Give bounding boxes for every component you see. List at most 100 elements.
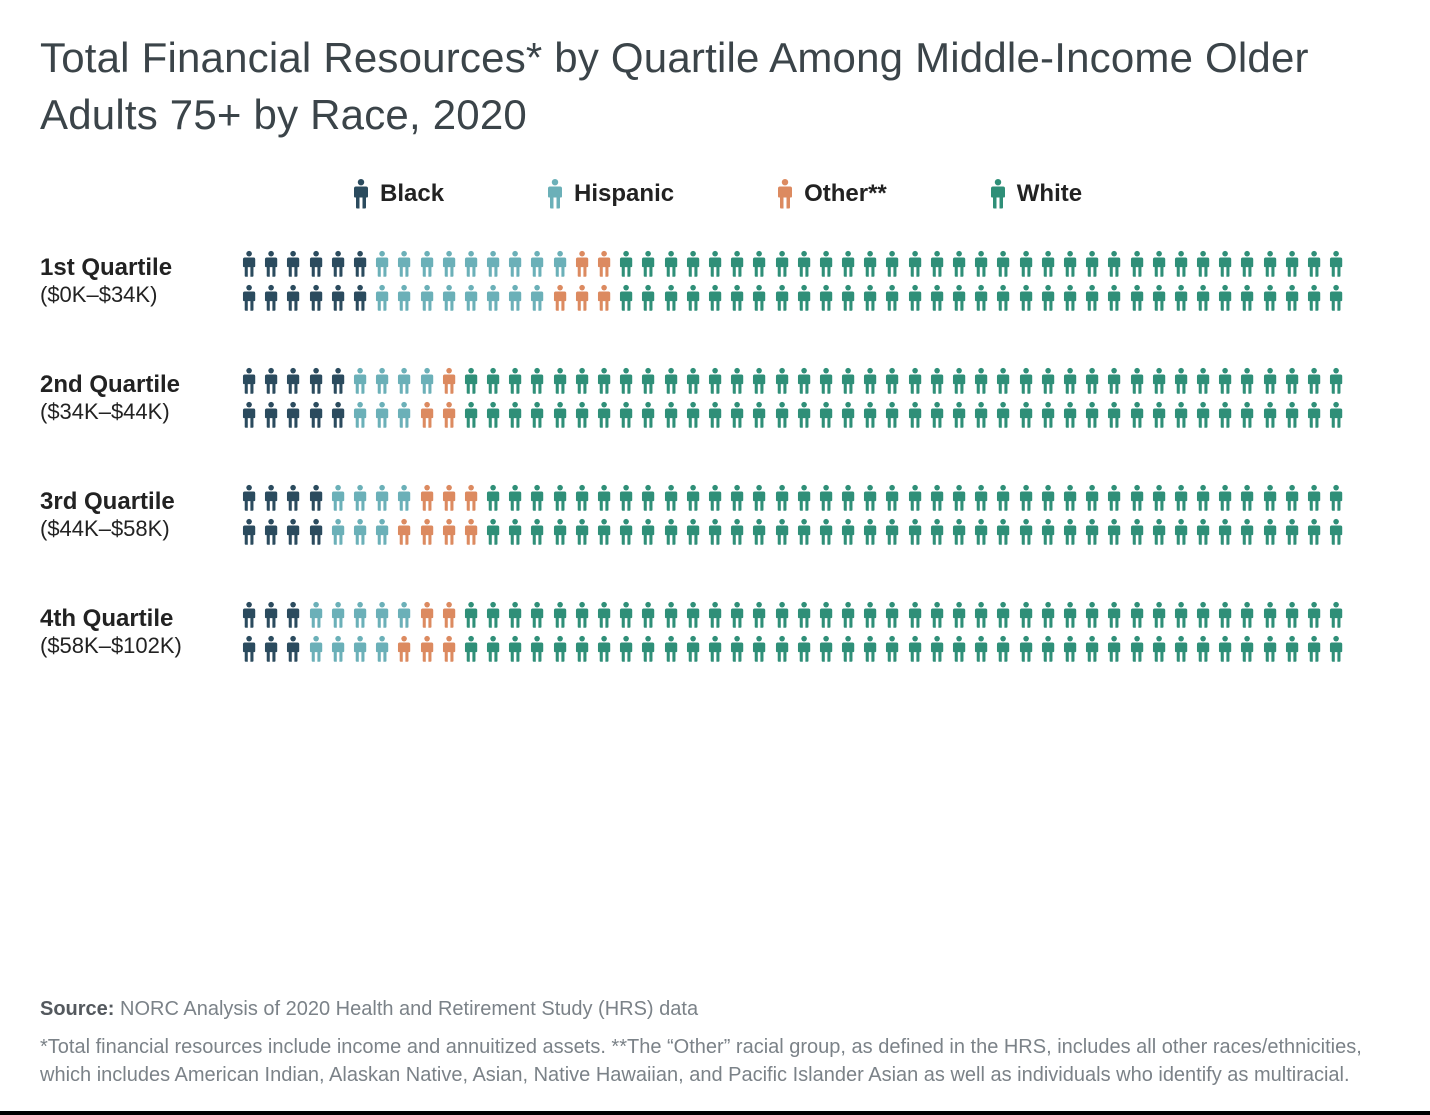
person-icon bbox=[1128, 284, 1146, 312]
person-icon bbox=[528, 250, 546, 278]
person-icon bbox=[617, 484, 635, 512]
person-icon bbox=[440, 250, 458, 278]
quartile-range: ($0K–$34K) bbox=[40, 282, 240, 308]
person-icon bbox=[1039, 518, 1057, 546]
person-icon bbox=[662, 401, 680, 429]
person-icon bbox=[1150, 250, 1168, 278]
person-icon bbox=[1216, 518, 1234, 546]
person-icon bbox=[528, 367, 546, 395]
person-icon bbox=[906, 401, 924, 429]
person-icon bbox=[1083, 401, 1101, 429]
person-icon bbox=[795, 518, 813, 546]
person-icon bbox=[528, 284, 546, 312]
person-icon bbox=[639, 401, 657, 429]
person-icon bbox=[728, 635, 746, 663]
person-icon bbox=[750, 401, 768, 429]
person-icon bbox=[307, 250, 325, 278]
person-icon bbox=[861, 484, 879, 512]
person-icon bbox=[1039, 601, 1057, 629]
person-icon bbox=[1261, 518, 1279, 546]
person-icon bbox=[617, 284, 635, 312]
person-icon bbox=[684, 635, 702, 663]
person-icon bbox=[1128, 518, 1146, 546]
person-icon bbox=[1327, 284, 1345, 312]
person-icon bbox=[817, 250, 835, 278]
person-icon bbox=[684, 601, 702, 629]
legend-item-hispanic: Hispanic bbox=[544, 178, 674, 210]
person-icon bbox=[1061, 484, 1079, 512]
person-icon bbox=[861, 518, 879, 546]
person-icon bbox=[1327, 250, 1345, 278]
person-icon bbox=[262, 284, 280, 312]
person-icon bbox=[1216, 367, 1234, 395]
icon-block bbox=[240, 250, 1345, 312]
person-icon bbox=[1261, 284, 1279, 312]
person-icon bbox=[839, 484, 857, 512]
person-icon bbox=[595, 484, 613, 512]
person-icon bbox=[440, 601, 458, 629]
person-icon bbox=[1128, 484, 1146, 512]
person-icon bbox=[1172, 601, 1190, 629]
person-icon bbox=[1039, 367, 1057, 395]
person-icon bbox=[684, 401, 702, 429]
person-icon bbox=[373, 284, 391, 312]
person-icon bbox=[595, 518, 613, 546]
person-icon bbox=[262, 250, 280, 278]
quartile-row: 3rd Quartile($44K–$58K) bbox=[40, 484, 1390, 546]
person-icon bbox=[950, 367, 968, 395]
person-icon bbox=[1327, 635, 1345, 663]
person-icon bbox=[1128, 367, 1146, 395]
person-icon bbox=[684, 484, 702, 512]
source-text: NORC Analysis of 2020 Health and Retirem… bbox=[120, 998, 698, 1020]
person-icon bbox=[928, 401, 946, 429]
person-icon bbox=[728, 484, 746, 512]
person-icon bbox=[595, 284, 613, 312]
person-icon bbox=[551, 250, 569, 278]
person-icon bbox=[662, 250, 680, 278]
person-icon bbox=[484, 284, 502, 312]
person-icon bbox=[1305, 250, 1323, 278]
icon-block bbox=[240, 484, 1345, 546]
person-icon bbox=[240, 601, 258, 629]
person-icon bbox=[462, 601, 480, 629]
person-icon bbox=[329, 250, 347, 278]
person-icon bbox=[617, 635, 635, 663]
quartile-row: 2nd Quartile($34K–$44K) bbox=[40, 367, 1390, 429]
person-icon bbox=[750, 518, 768, 546]
person-icon bbox=[262, 635, 280, 663]
person-icon bbox=[395, 401, 413, 429]
source-line: Source: NORC Analysis of 2020 Health and… bbox=[40, 995, 1390, 1023]
quartile-row: 1st Quartile($0K–$34K) bbox=[40, 250, 1390, 312]
person-icon bbox=[1017, 250, 1035, 278]
person-icon bbox=[617, 518, 635, 546]
person-icon bbox=[1238, 518, 1256, 546]
person-icon bbox=[972, 401, 990, 429]
person-icon bbox=[329, 635, 347, 663]
quartile-range: ($58K–$102K) bbox=[40, 633, 240, 659]
person-icon bbox=[462, 484, 480, 512]
person-icon bbox=[773, 367, 791, 395]
source-label: Source: bbox=[40, 998, 114, 1020]
person-icon bbox=[817, 401, 835, 429]
person-icon bbox=[1327, 484, 1345, 512]
person-icon bbox=[351, 601, 369, 629]
person-icon bbox=[1172, 401, 1190, 429]
person-icon bbox=[795, 250, 813, 278]
person-icon bbox=[1216, 484, 1234, 512]
person-icon bbox=[528, 635, 546, 663]
person-icon bbox=[928, 635, 946, 663]
person-icon bbox=[484, 518, 502, 546]
legend-label: Black bbox=[380, 180, 444, 208]
person-icon bbox=[284, 284, 302, 312]
legend-label: Hispanic bbox=[574, 180, 674, 208]
person-icon bbox=[972, 367, 990, 395]
person-icon bbox=[440, 401, 458, 429]
person-icon bbox=[1017, 401, 1035, 429]
person-icon bbox=[484, 250, 502, 278]
person-icon bbox=[861, 401, 879, 429]
person-icon bbox=[1128, 250, 1146, 278]
person-icon bbox=[861, 284, 879, 312]
person-icon bbox=[1305, 284, 1323, 312]
person-icon bbox=[617, 401, 635, 429]
person-icon bbox=[506, 284, 524, 312]
